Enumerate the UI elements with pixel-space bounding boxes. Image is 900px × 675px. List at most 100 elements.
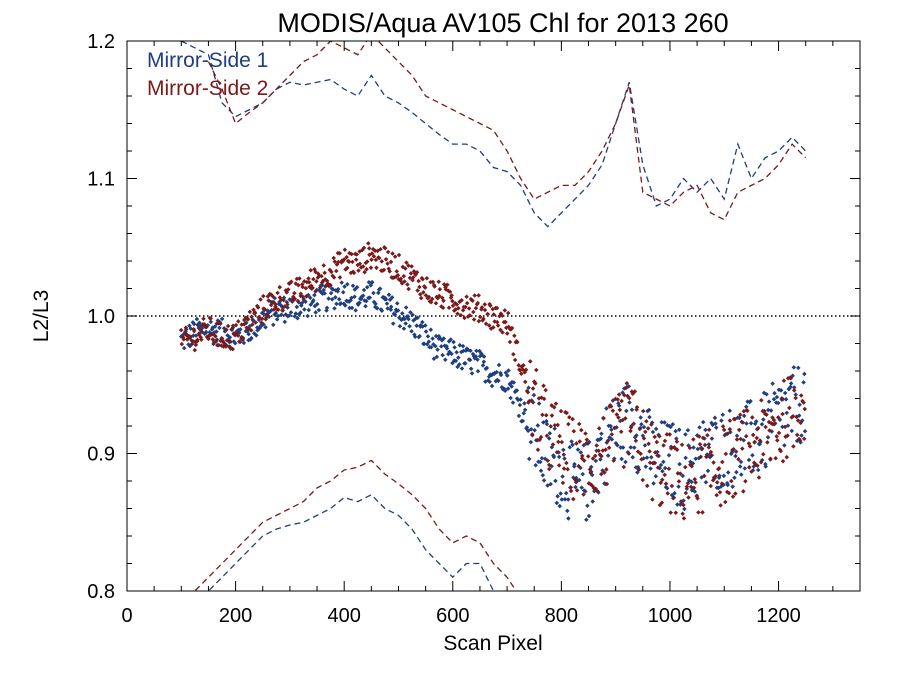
data-point	[556, 439, 561, 445]
data-point	[723, 499, 728, 505]
data-point	[585, 454, 591, 459]
data-point	[604, 406, 609, 411]
data-point	[274, 317, 280, 322]
data-point	[666, 452, 672, 458]
data-point	[534, 367, 539, 373]
data-point	[424, 275, 430, 281]
data-point	[287, 313, 292, 318]
data-point	[397, 324, 403, 329]
data-point	[306, 276, 311, 281]
data-point	[687, 445, 693, 451]
axes: 0 200 400 600 800 1000 1200 0.8 0.9 1.0 1.1 1.2	[87, 31, 860, 627]
data-point	[259, 316, 265, 322]
data-point	[742, 466, 748, 471]
data-point	[193, 333, 199, 338]
data-point	[406, 286, 411, 292]
data-point	[548, 424, 553, 429]
data-point	[802, 371, 807, 377]
data-point	[558, 408, 564, 414]
data-point	[638, 415, 643, 420]
data-point	[423, 329, 429, 334]
data-point	[644, 418, 649, 424]
data-point	[620, 417, 625, 423]
data-point	[685, 427, 691, 433]
data-point	[254, 333, 259, 338]
data-point	[729, 478, 734, 484]
data-point	[598, 436, 604, 441]
data-point	[567, 445, 573, 450]
data-point	[294, 304, 300, 310]
data-point	[334, 268, 339, 274]
data-point	[538, 434, 544, 440]
y-axis-label: L2/L3	[30, 290, 53, 343]
data-point	[573, 479, 579, 485]
y-tick-label: 1.0	[87, 306, 115, 328]
data-point	[383, 296, 389, 302]
series-2-lower-line	[193, 459, 517, 591]
data-point	[235, 333, 241, 338]
data-point	[364, 285, 370, 290]
data-point	[793, 392, 799, 397]
data-point	[275, 307, 281, 312]
data-point	[250, 322, 255, 327]
data-point	[516, 413, 522, 419]
data-point	[551, 405, 557, 410]
data-point	[313, 269, 318, 275]
data-point	[469, 371, 475, 376]
data-point	[653, 426, 659, 432]
data-point	[750, 432, 756, 438]
data-point	[418, 292, 423, 297]
data-point	[708, 449, 714, 455]
data-point	[302, 307, 307, 312]
data-point	[756, 475, 762, 480]
data-point	[540, 472, 546, 478]
data-point	[405, 314, 411, 319]
data-point	[535, 447, 541, 452]
data-point	[541, 478, 547, 483]
data-point	[549, 413, 555, 418]
data-point	[464, 300, 470, 306]
data-point	[755, 463, 760, 468]
data-point	[451, 339, 456, 345]
data-point	[305, 313, 310, 319]
data-point	[646, 441, 651, 447]
data-point	[217, 325, 222, 331]
data-point	[579, 427, 584, 433]
data-point	[502, 308, 508, 313]
data-point	[693, 480, 698, 485]
data-point	[517, 402, 523, 408]
data-point	[486, 323, 492, 328]
data-point	[713, 421, 718, 426]
data-point	[448, 337, 453, 342]
data-point	[420, 319, 425, 325]
x-tick-label: 800	[545, 605, 578, 627]
chart-title: MODIS/Aqua AV105 Chl for 2013 260	[277, 8, 728, 38]
data-point	[512, 333, 517, 339]
data-point	[674, 439, 680, 444]
data-point	[394, 301, 400, 306]
data-point	[415, 288, 420, 293]
data-point	[453, 358, 459, 364]
data-point	[649, 455, 654, 460]
data-point	[733, 491, 738, 496]
data-point	[641, 436, 647, 441]
data-point	[340, 289, 346, 295]
data-point	[666, 466, 672, 472]
data-point	[540, 412, 545, 418]
series-1	[178, 41, 808, 591]
series-1-lower-line	[207, 493, 495, 591]
data-point	[723, 451, 729, 457]
data-point	[458, 313, 464, 318]
data-point	[793, 395, 798, 401]
data-point	[795, 418, 801, 423]
data-point	[364, 298, 369, 304]
data-point	[683, 432, 688, 437]
data-point	[775, 438, 780, 443]
data-point	[570, 416, 575, 422]
data-point	[407, 323, 412, 329]
data-point	[379, 308, 385, 313]
data-point	[266, 298, 271, 303]
data-point	[604, 467, 609, 472]
data-point	[482, 302, 488, 307]
data-point	[428, 327, 434, 332]
